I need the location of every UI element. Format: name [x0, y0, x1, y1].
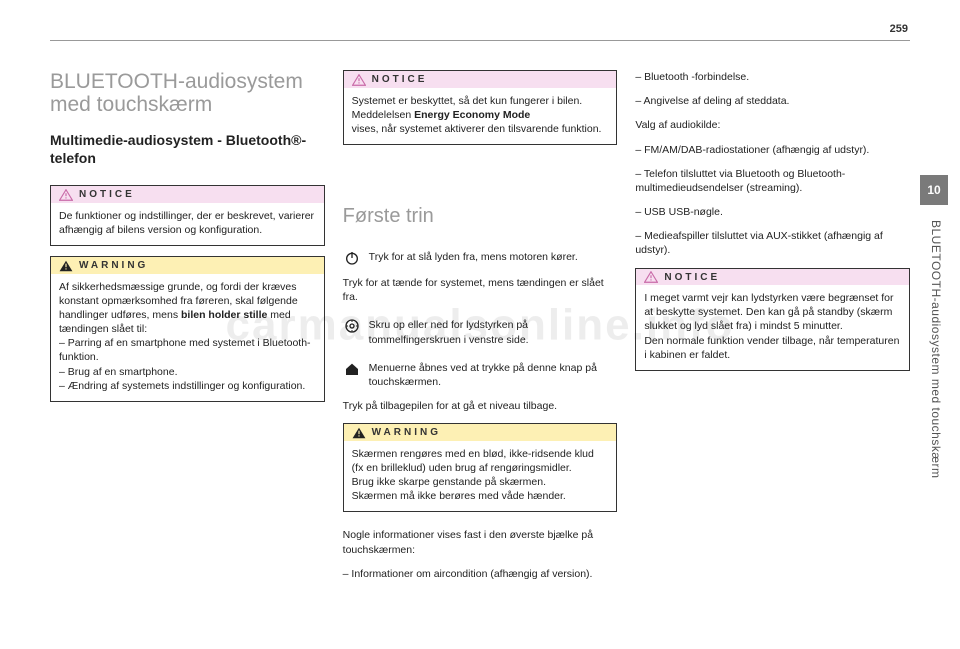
notice-triangle-icon: [352, 74, 366, 86]
warning-bold: bilen holder stille: [181, 309, 267, 321]
notice-box: NOTICE Systemet er beskyttet, så det kun…: [343, 70, 618, 145]
power-icon: [343, 250, 361, 266]
instruction-row: Menuerne åbnes ved at trykke på denne kn…: [343, 361, 618, 389]
notice-line: Systemet er beskyttet, så det kun funger…: [352, 94, 609, 108]
warning-box: WARNING Skærmen rengøres med en blød, ik…: [343, 423, 618, 512]
notice-box: NOTICE De funktioner og indstillinger, d…: [50, 185, 325, 246]
list-item: – USB USB-nøgle.: [635, 205, 910, 219]
subheading: Valg af audiokilde:: [635, 118, 910, 132]
warning-body: Af sikkerhedsmæssige grunde, og fordi de…: [51, 274, 324, 401]
notice-label: NOTICE: [372, 73, 428, 87]
paragraph: Tryk for at tænde for systemet, mens tæn…: [343, 276, 618, 304]
page-subtitle: Multimedie-audiosystem - Bluetooth®-tele…: [50, 132, 325, 167]
instruction-text: Skru op eller ned for lydstyrken på tomm…: [369, 318, 618, 346]
paragraph: Nogle informationer vises fast i den øve…: [343, 528, 618, 556]
warning-header: WARNING: [51, 257, 324, 274]
dial-icon: [343, 318, 361, 334]
page-content: BLUETOOTH-audiosystem med touchskærm Mul…: [50, 30, 910, 629]
warning-header: WARNING: [344, 424, 617, 441]
notice-triangle-icon: [644, 271, 658, 283]
notice-box: NOTICE I meget varmt vejr kan lydstyrken…: [635, 268, 910, 371]
warning-triangle-icon: [352, 427, 366, 439]
chapter-tab: 10: [920, 175, 948, 205]
column-2: NOTICE Systemet er beskyttet, så det kun…: [343, 30, 618, 629]
notice-header: NOTICE: [636, 269, 909, 286]
instruction-text: Menuerne åbnes ved at trykke på denne kn…: [369, 361, 618, 389]
list-item: – Bluetooth -forbindelse.: [635, 70, 910, 84]
warning-bullet: – Ændring af systemets indstillinger og …: [59, 379, 316, 393]
notice-label: NOTICE: [664, 271, 720, 285]
instruction-row: Skru op eller ned for lydstyrken på tomm…: [343, 318, 618, 346]
notice-header: NOTICE: [51, 186, 324, 203]
list-item: – FM/AM/DAB-radiostationer (afhængig af …: [635, 143, 910, 157]
instruction-text: Tryk for at slå lyden fra, mens motoren …: [369, 250, 578, 264]
side-chapter-title: BLUETOOTH-audiosystem med touchskærm: [928, 220, 944, 479]
notice-label: NOTICE: [79, 188, 135, 202]
paragraph: Tryk på tilbagepilen for at gå et niveau…: [343, 399, 618, 413]
page-title: BLUETOOTH-audiosystem med touchskærm: [50, 70, 325, 116]
warning-label: WARNING: [79, 259, 148, 273]
notice-body: I meget varmt vejr kan lydstyrken være b…: [636, 285, 909, 370]
warning-line: Skærmen rengøres med en blød, ikke-ridse…: [352, 447, 609, 475]
warning-bullet: – Parring af en smartphone med systemet …: [59, 336, 316, 364]
list-item: – Medieafspiller tilsluttet via AUX-stik…: [635, 229, 910, 257]
warning-bullet: – Brug af en smartphone.: [59, 365, 316, 379]
notice-header: NOTICE: [344, 71, 617, 88]
notice-line: vises, når systemet aktiverer den tilsva…: [352, 122, 609, 136]
column-3: – Bluetooth -forbindelse. – Angivelse af…: [635, 30, 910, 629]
warning-line: Brug ikke skarpe genstande på skærmen.: [352, 475, 609, 489]
notice-line: Meddelelsen Energy Economy Mode: [352, 108, 609, 122]
notice-text: Meddelelsen: [352, 109, 414, 121]
warning-box: WARNING Af sikkerhedsmæssige grunde, og …: [50, 256, 325, 402]
notice-bold: Energy Economy Mode: [414, 109, 530, 121]
notice-line: I meget varmt vejr kan lydstyrken være b…: [644, 291, 901, 334]
subtitle-text: Multimedie-audiosystem - Bluetooth®-tele…: [50, 132, 306, 166]
warning-label: WARNING: [372, 426, 441, 440]
column-1: BLUETOOTH-audiosystem med touchskærm Mul…: [50, 30, 325, 629]
list-item: – Angivelse af deling af steddata.: [635, 94, 910, 108]
warning-body: Skærmen rengøres med en blød, ikke-ridse…: [344, 441, 617, 512]
list-item: – Informationer om aircondition (afhængi…: [343, 567, 618, 581]
home-icon: [343, 361, 361, 377]
notice-line: Den normale funktion vender tilbage, når…: [644, 334, 901, 362]
notice-triangle-icon: [59, 189, 73, 201]
list-item: – Telefon tilsluttet via Bluetooth og Bl…: [635, 167, 910, 195]
notice-body: De funktioner og indstillinger, der er b…: [51, 203, 324, 245]
warning-line: Skærmen må ikke berøres med våde hænder.: [352, 489, 609, 503]
warning-triangle-icon: [59, 260, 73, 272]
section-heading: Første trin: [343, 203, 618, 230]
instruction-row: Tryk for at slå lyden fra, mens motoren …: [343, 250, 618, 266]
notice-body: Systemet er beskyttet, så det kun funger…: [344, 88, 617, 145]
